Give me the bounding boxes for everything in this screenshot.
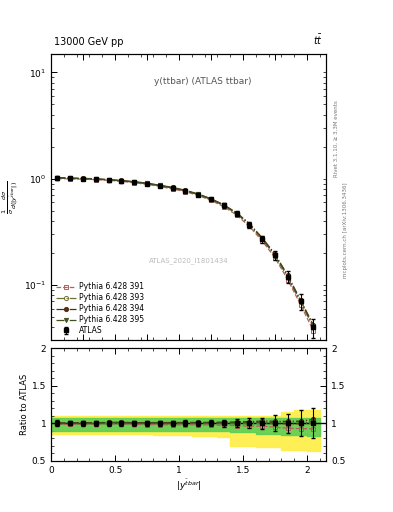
Text: 13000 GeV pp: 13000 GeV pp: [54, 36, 123, 47]
Text: $t\bar{t}$: $t\bar{t}$: [314, 33, 323, 47]
Text: ATLAS_2020_I1801434: ATLAS_2020_I1801434: [149, 257, 228, 264]
X-axis label: $|y^{\bar{t}bar}|$: $|y^{\bar{t}bar}|$: [176, 477, 202, 493]
Text: y(ttbar) (ATLAS ttbar): y(ttbar) (ATLAS ttbar): [154, 77, 251, 86]
Text: Rivet 3.1.10, ≥ 3.3M events: Rivet 3.1.10, ≥ 3.3M events: [334, 100, 338, 177]
Y-axis label: $\frac{1}{\sigma}\frac{d\sigma}{d(|y^{\bar{t}bar}|)}$: $\frac{1}{\sigma}\frac{d\sigma}{d(|y^{\b…: [1, 180, 21, 214]
Y-axis label: Ratio to ATLAS: Ratio to ATLAS: [20, 374, 29, 435]
Legend: Pythia 6.428 391, Pythia 6.428 393, Pythia 6.428 394, Pythia 6.428 395, ATLAS: Pythia 6.428 391, Pythia 6.428 393, Pyth…: [55, 281, 145, 337]
Text: mcplots.cern.ch [arXiv:1306.3436]: mcplots.cern.ch [arXiv:1306.3436]: [343, 183, 347, 278]
